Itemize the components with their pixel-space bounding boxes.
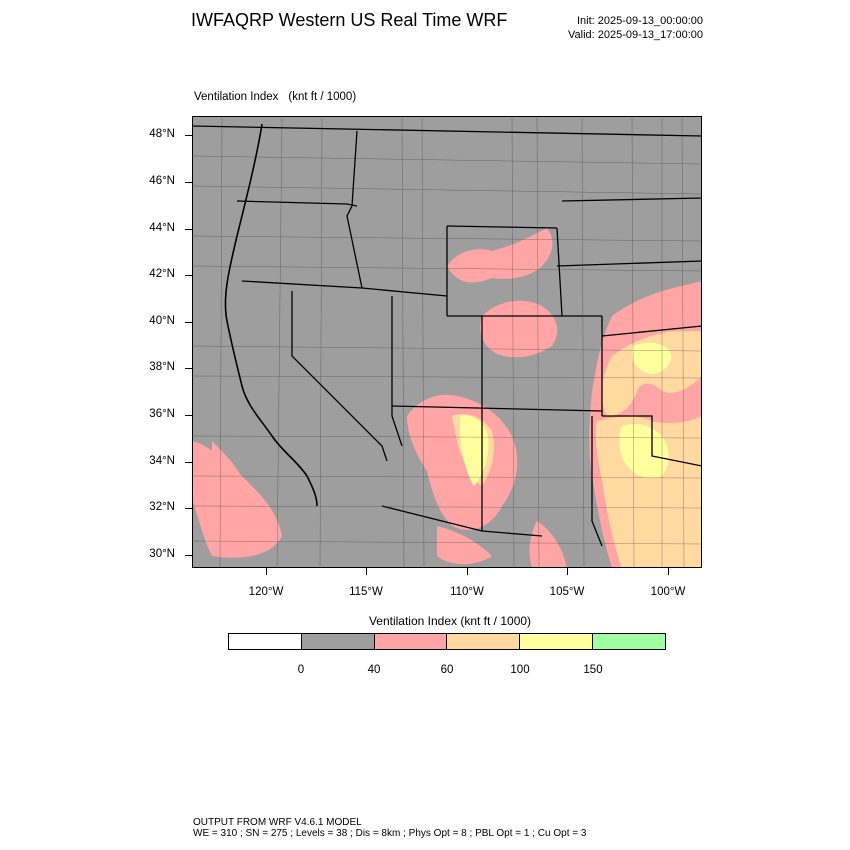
lat-tick [185, 368, 192, 369]
legend-swatch-white [229, 634, 302, 649]
lat-label-30: 30°N [149, 548, 175, 560]
init-time: Init: 2025-09-13_00:00:00 [577, 15, 703, 27]
lat-tick [185, 182, 192, 183]
vi-region-pacific-3 [212, 441, 247, 491]
lon-tick [366, 568, 367, 575]
lat-tick [185, 508, 192, 509]
legend-label-60: 60 [440, 664, 454, 676]
lat-tick [185, 462, 192, 463]
lat-tick [185, 555, 192, 556]
lon-label-120: 120°W [248, 586, 284, 598]
lat-label-38: 38°N [149, 361, 175, 373]
lat-tick [185, 415, 192, 416]
vi-region-nm-yellow [460, 415, 489, 486]
model-info: OUTPUT FROM WRF V4.6.1 MODEL WE = 310 ; … [193, 817, 586, 839]
lon-tick [567, 568, 568, 575]
lat-tick [185, 229, 192, 230]
map-caption: Ventilation Index (knt ft / 1000) [194, 91, 366, 103]
legend-label-100: 100 [510, 664, 530, 676]
lon-label-100: 100°W [650, 586, 686, 598]
lat-label-40: 40°N [149, 315, 175, 327]
legend-caption: Ventilation Index (knt ft / 1000) [368, 614, 532, 628]
vi-region-pacific-2 [207, 501, 267, 543]
county-boundaries [192, 116, 702, 568]
lon-tick [467, 568, 468, 575]
lat-label-32: 32°N [149, 501, 175, 513]
lat-tick [185, 322, 192, 323]
lon-label-105: 105°W [549, 586, 585, 598]
lat-tick [185, 275, 192, 276]
legend-swatch-green [593, 634, 665, 649]
lat-label-46: 46°N [149, 175, 175, 187]
pacific-coastline [224, 123, 318, 507]
color-legend [228, 633, 666, 650]
lat-label-44: 44°N [149, 222, 175, 234]
valid-time: Valid: 2025-09-13_17:00:00 [568, 29, 703, 41]
map-frame [192, 116, 702, 568]
plot-title: IWFAQRP Western US Real Time WRF [191, 10, 508, 30]
lat-tick [185, 135, 192, 136]
state-boundaries [192, 125, 702, 547]
legend-label-40: 40 [367, 664, 381, 676]
ventilation-index-map [192, 116, 702, 568]
lat-label-42: 42°N [149, 268, 175, 280]
lat-label-34: 34°N [149, 455, 175, 467]
legend-swatch-gray [301, 634, 375, 649]
model-info-line2: WE = 310 ; SN = 275 ; Levels = 38 ; Dis … [193, 828, 587, 839]
legend-swatch-yellow [520, 634, 594, 649]
legend-label-0: 0 [297, 664, 305, 676]
field-units: (knt ft / 1000) [288, 91, 357, 103]
lat-label-36: 36°N [149, 408, 175, 420]
init-valid-times: Init: 2025-09-13_00:00:00 Valid: 2025-09… [568, 14, 703, 42]
legend-swatch-pink [374, 634, 448, 649]
legend-swatch-peach [447, 634, 521, 649]
lon-tick [668, 568, 669, 575]
legend-label-150: 150 [583, 664, 603, 676]
lon-label-115: 115°W [349, 586, 383, 598]
lon-label-110: 110°W [450, 586, 484, 598]
model-info-line1: OUTPUT FROM WRF V4.6.1 MODEL [193, 817, 362, 828]
field-name: Ventilation Index [194, 91, 279, 103]
vi-region-tx-yellow [619, 424, 669, 478]
lon-tick [266, 568, 267, 575]
vi-region-sonora [437, 526, 492, 565]
lat-label-48: 48°N [149, 128, 175, 140]
